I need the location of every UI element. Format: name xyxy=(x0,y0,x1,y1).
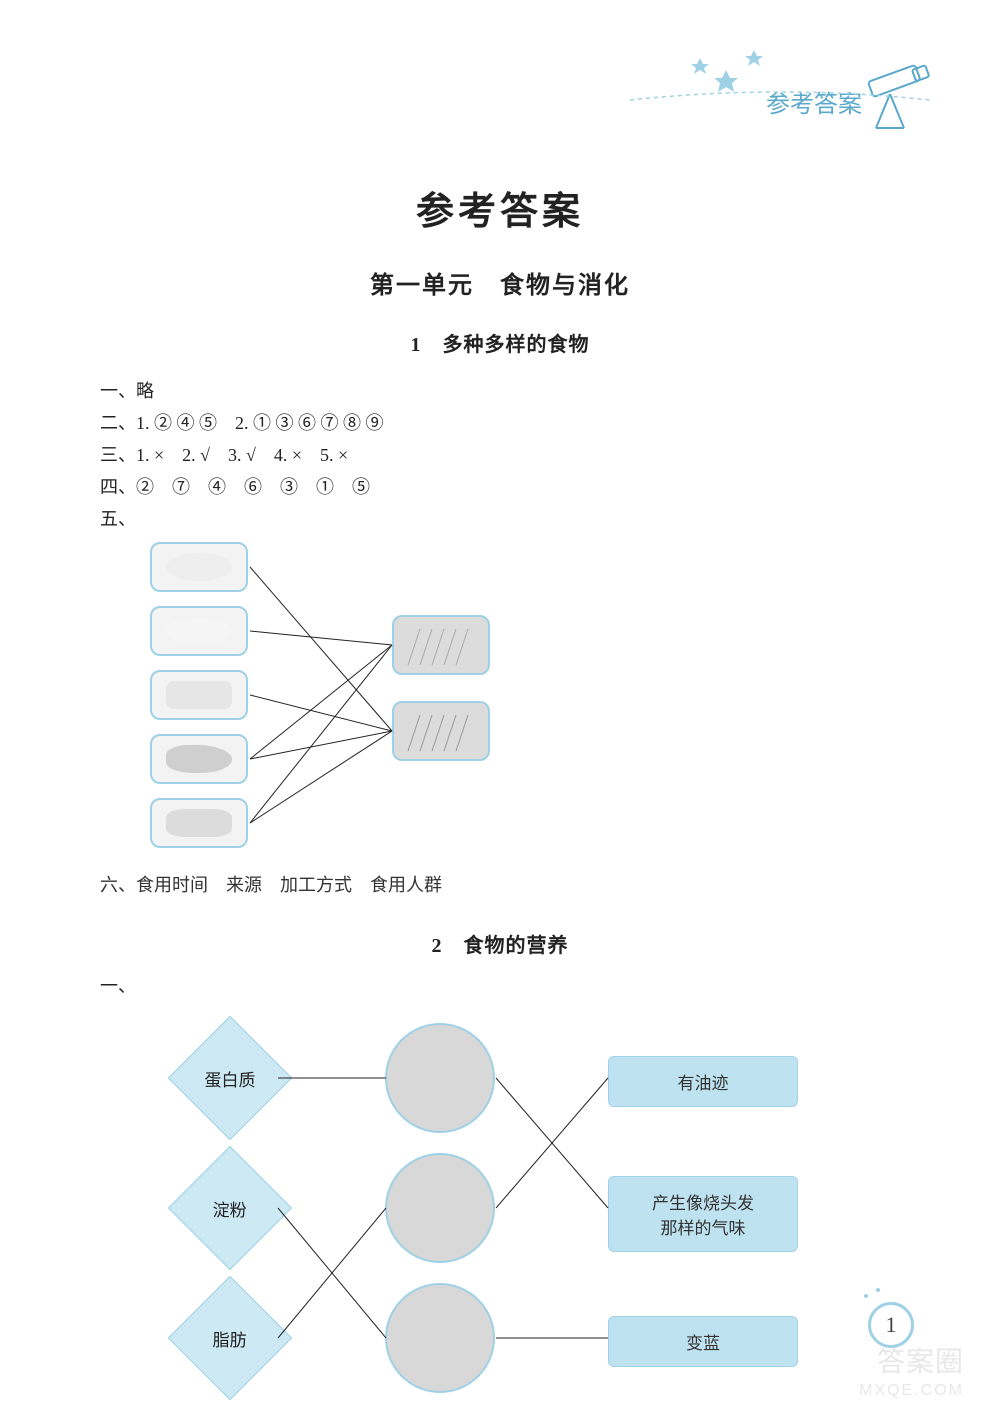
s1-line5: 五、 xyxy=(100,503,900,535)
section2-lead: 一、 xyxy=(100,970,900,1002)
header-dash xyxy=(630,90,930,110)
unit-title: 第一单元 食物与消化 xyxy=(100,265,900,300)
page-title: 参考答案 xyxy=(100,180,900,235)
s1-line3: 三、1. × 2. √ 3. √ 4. × 5. × xyxy=(100,439,900,471)
section2-title: 2 食物的营养 xyxy=(100,929,900,958)
s1-line4: 四、② ⑦ ④ ⑥ ③ ① ⑤ xyxy=(100,471,900,503)
matching-diagram-1 xyxy=(140,539,500,859)
section1-title: 1 多种多样的食物 xyxy=(100,328,900,357)
s1-line2: 二、1. ② ④ ⑤ 2. ① ③ ⑥ ⑦ ⑧ ⑨ xyxy=(100,407,900,439)
page-root: 参考答案 参考答案 第一单元 食物与消化 1 多种多样的食物 一、略 二、1. … xyxy=(0,0,1000,1404)
matching1-lines xyxy=(140,539,500,859)
s1-line1: 一、略 xyxy=(100,375,900,407)
page-number-badge: 1 xyxy=(868,1302,914,1348)
matching-diagram-2: 蛋白质 淀粉 脂肪 有油迹 产生像烧头发那样的气味 变蓝 xyxy=(140,1018,860,1398)
matching2-lines xyxy=(140,1018,860,1398)
watermark-sub: MXQE.COM xyxy=(859,1382,964,1400)
s1-line6: 六、食用时间 来源 加工方式 食用人群 xyxy=(100,871,900,897)
page-number-stars xyxy=(860,1288,920,1348)
section1-answers: 一、略 二、1. ② ④ ⑤ 2. ① ③ ⑥ ⑦ ⑧ ⑨ 三、1. × 2. … xyxy=(100,375,900,535)
